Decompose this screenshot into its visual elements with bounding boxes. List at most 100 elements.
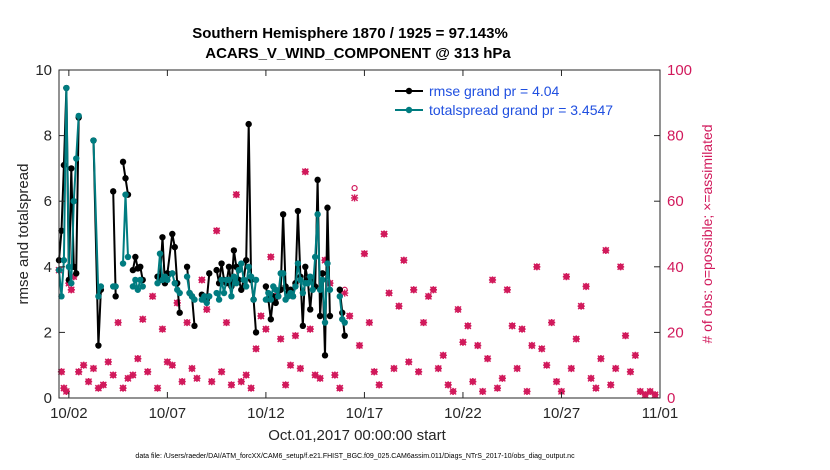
rmse-point [262,283,270,290]
x-tick-label: 10/27 [543,405,581,422]
y-tick-label: 10 [35,62,52,79]
totalspread-point [311,253,319,261]
obs-assimilated-point [341,289,349,297]
obs-assimilated-point [208,378,216,386]
totalspread-point [201,293,208,300]
obs-assimilated-point [252,345,260,353]
obs-assimilated-point [538,345,546,353]
rmse-point [326,312,334,320]
obs-assimilated-point [518,325,526,333]
totalspread-point [65,263,73,270]
obs-assimilated-point [410,286,418,294]
totalspread-point [326,286,334,293]
rmse-point [218,260,225,267]
obs-assimilated-point [479,387,487,396]
obs-assimilated-point [163,358,171,366]
rmse-point [324,204,331,211]
y-axis-right-label: # of obs: o=possible; ×=assimilated [699,124,715,343]
rmse-point [183,263,191,270]
obs-assimilated-point [395,302,403,310]
obs-assimilated-point [449,387,457,396]
totalspread-point [90,137,97,144]
obs-assimilated-point [277,335,285,343]
obs-assimilated-point [557,387,566,396]
rmse-point [129,266,137,274]
obs-assimilated-point [651,391,659,399]
totalspread-point [176,289,183,297]
obs-assimilated-point [301,168,309,176]
totalspread-point [245,263,252,270]
obs-assimilated-point [267,253,275,261]
totalspread-point [137,276,144,284]
y-tick-label: 6 [44,193,52,210]
obs-assimilated-point [405,358,413,366]
totalspread-point [341,319,348,326]
rmse-point [137,263,144,270]
obs-assimilated-point [355,341,364,350]
obs-assimilated-point [237,378,245,386]
obs-assimilated-point [498,374,506,382]
totalspread-point [240,276,247,284]
rmse-point [321,352,329,359]
obs-assimilated-point [331,371,339,379]
obs-assimilated-point [474,341,482,350]
totalspread-point [225,276,233,284]
obs-assimilated-point [548,318,556,327]
totalspread-point [292,283,299,290]
totalspread-point [63,84,70,92]
obs-assimilated-point [626,368,635,376]
rmse-point [109,188,117,195]
obs-assimilated-point [612,364,620,373]
x-tick-label: 10/02 [50,405,88,422]
totalspread-point [252,276,260,284]
rmse-point [319,270,326,277]
rmse-point [238,286,245,293]
rmse-point [58,227,65,234]
y-right-tick-label: 80 [667,128,684,145]
obs-assimilated-point [178,378,186,386]
totalspread-point [316,286,324,293]
totalspread-point [122,191,129,198]
totalspread-point [233,280,240,287]
obs-assimilated-point [222,318,231,327]
totalspread-point [139,283,146,290]
obs-assimilated-point [193,374,201,382]
totalspread-point [191,296,198,303]
obs-assimilated-point [70,273,78,281]
totalspread-point [97,283,105,290]
obs-assimilated-point [198,276,206,284]
obs-possible-point [351,184,358,192]
obs-assimilated-point [296,364,304,373]
totalspread-line-segment [122,193,129,264]
totalspread-point [228,293,235,300]
obs-assimilated-point [321,256,329,264]
x-tick-label: 10/07 [149,405,187,422]
rmse-point [225,263,233,270]
rmse-point [206,270,213,277]
rmse-line-segment [112,191,117,297]
obs-assimilated-point [360,250,369,258]
totalspread-point [206,293,213,300]
y-tick-label: 0 [44,390,52,407]
obs-assimilated-point [247,384,255,392]
rmse-point [119,158,127,166]
rmse-point [132,253,139,261]
totalspread-point [289,293,297,300]
totalspread-point [275,293,282,300]
obs-assimilated-point [203,305,211,314]
totalspread-point [203,299,210,307]
totalspread-point [314,211,321,218]
totalspread-point [132,276,139,284]
chart-subtitle: ACARS_V_WIND_COMPONENT @ 313 hPa [205,45,511,62]
totalspread-point [124,253,132,261]
x-axis-label: Oct.01,2017 00:00:00 start [268,427,446,444]
legend-spread-marker [405,106,413,114]
obs-assimilated-point [188,364,196,373]
obs-assimilated-point [483,355,492,363]
rmse-point [245,120,252,128]
totalspread-point [235,266,243,274]
totalspread-point [250,296,257,303]
totalspread-point [319,276,326,284]
totalspread-point [307,273,314,280]
